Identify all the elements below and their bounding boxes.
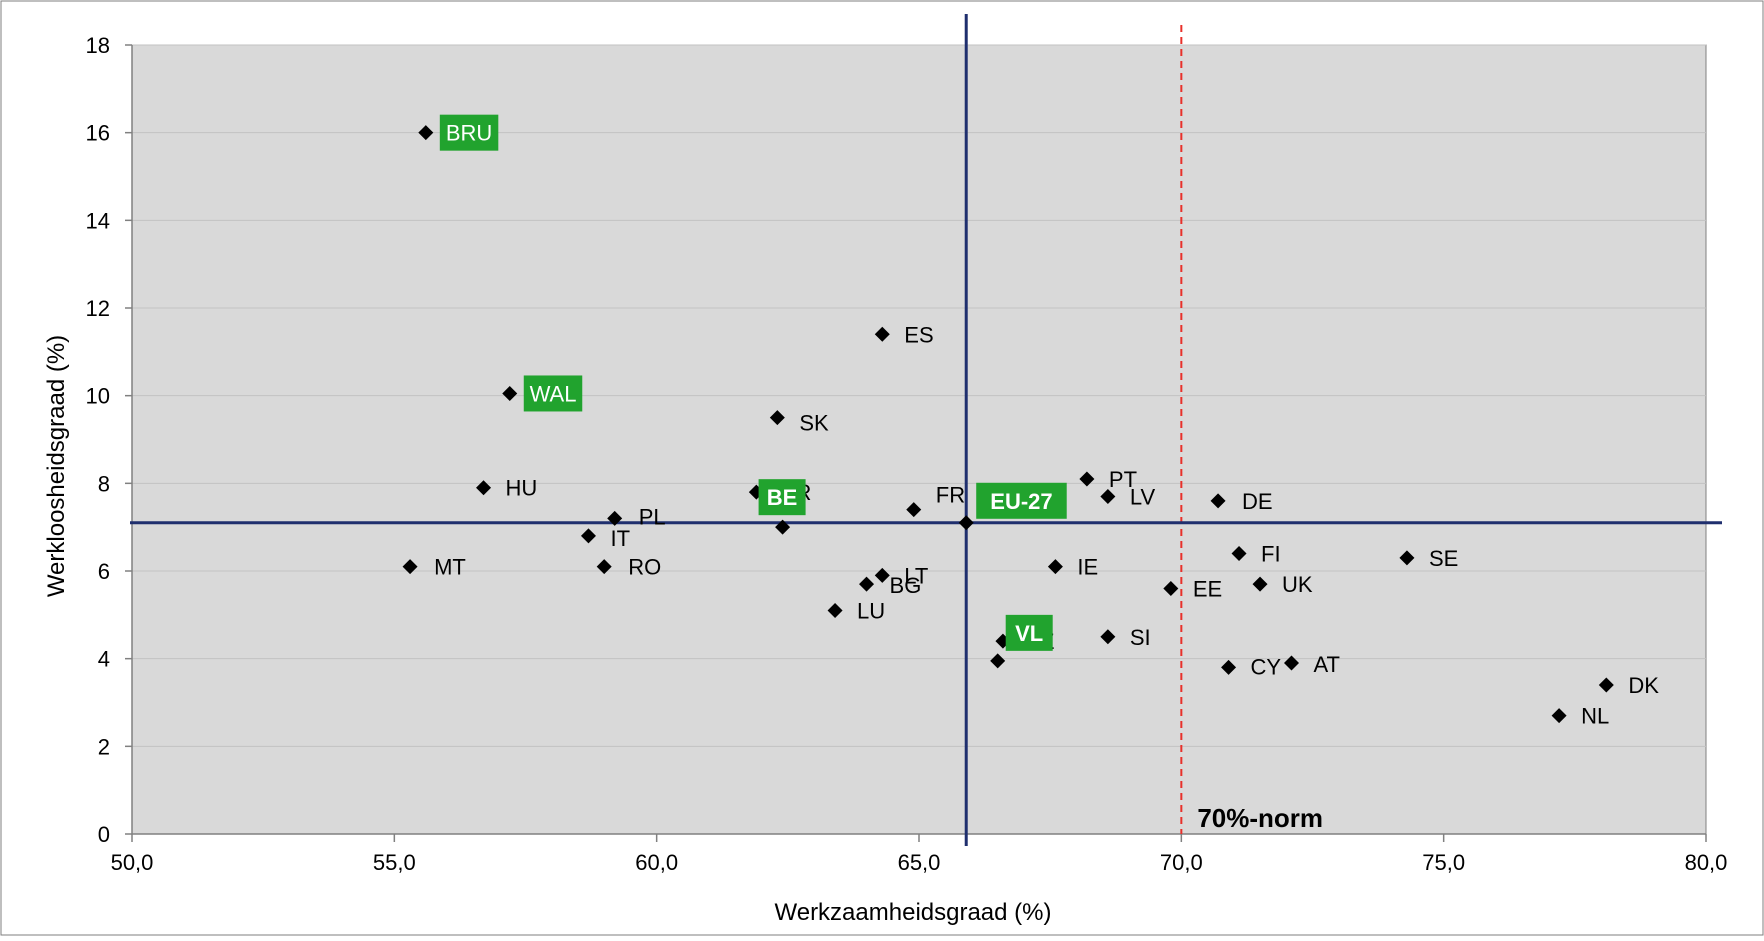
data-point [775, 519, 791, 535]
data-label: PL [639, 504, 666, 529]
data-label: EU-27 [990, 489, 1052, 514]
x-tick-label: 60,0 [635, 850, 678, 875]
data-point [1284, 655, 1300, 671]
data-label: PT [1109, 467, 1137, 492]
data-label: EE [1193, 577, 1222, 602]
data-point [874, 567, 890, 583]
highlight-box [523, 375, 583, 412]
data-label: SK [799, 411, 829, 436]
data-label: FR [936, 483, 965, 508]
data-point [1399, 550, 1415, 566]
data-label: SI [1130, 625, 1151, 650]
data-point [1252, 576, 1268, 592]
x-tick-label: 70,0 [1160, 850, 1203, 875]
y-tick-label: 4 [98, 647, 110, 672]
y-tick-label: 6 [98, 559, 110, 584]
data-label: BE [767, 485, 798, 510]
x-axis-title: Werkzaamheidsgraad (%) [775, 899, 1052, 926]
data-label: DK [1628, 673, 1659, 698]
data-label: CY [1251, 654, 1282, 679]
highlight-box [439, 114, 499, 151]
data-point [1598, 677, 1614, 693]
tick-labels: 0 2 4 6 8 10 12 14 16 18 50,0 55,0 60,0 65,0 70,0 75,0 8… [86, 33, 1728, 875]
norm-label: 70%-norm [1197, 803, 1323, 833]
data-point [906, 502, 922, 518]
data-point [1047, 559, 1063, 575]
y-tick-label: 2 [98, 734, 110, 759]
plot-area [131, 44, 1707, 835]
x-tick-label: 80,0 [1685, 850, 1728, 875]
data-points: BRUWALESSKHUPLITMTROGRBEFREU-27LTBGLUPTL… [402, 114, 1659, 729]
data-point [596, 559, 612, 575]
data-label: IE [1077, 555, 1098, 580]
data-point [769, 410, 785, 426]
y-tick-label: 18 [86, 33, 110, 58]
data-label: WAL [530, 381, 577, 406]
data-point [1163, 581, 1179, 597]
y-tick-label: 14 [86, 208, 110, 233]
y-tick-label: 10 [86, 384, 110, 409]
data-label: HU [506, 476, 538, 501]
y-axis-title: Werkloosheidsgraad (%) [43, 335, 70, 597]
data-label: NL [1581, 704, 1609, 729]
highlight-box [1005, 614, 1053, 651]
data-label: UK [1282, 572, 1313, 597]
y-tick-label: 16 [86, 121, 110, 146]
data-point [580, 528, 596, 544]
y-tick-label: 0 [98, 822, 110, 847]
highlight-box [976, 482, 1067, 519]
data-label: IT [610, 526, 630, 551]
x-tick-label: 65,0 [898, 850, 941, 875]
data-point [1210, 493, 1226, 509]
data-point [1079, 471, 1095, 487]
data-point [418, 125, 434, 141]
data-point [1100, 488, 1116, 504]
y-tick-label: 8 [98, 471, 110, 496]
data-point [958, 515, 974, 531]
data-label: VL [1015, 621, 1043, 646]
highlight-box [758, 479, 806, 516]
y-tick-label: 12 [86, 296, 110, 321]
data-label: SE [1429, 546, 1458, 571]
data-point [859, 576, 875, 592]
reference-lines: 70%-norm [130, 14, 1722, 846]
data-label: LT [904, 563, 928, 588]
data-label: FI [1261, 541, 1281, 566]
data-point [402, 559, 418, 575]
x-tick-label: 50,0 [111, 850, 154, 875]
data-label: BRU [446, 121, 492, 146]
data-label: MT [434, 555, 466, 580]
data-point [476, 480, 492, 496]
data-point [1221, 659, 1237, 675]
data-point [990, 653, 1006, 669]
data-label: LV [1130, 484, 1156, 509]
data-label: RO [628, 555, 661, 580]
data-point [1551, 708, 1567, 724]
x-tick-label: 75,0 [1422, 850, 1465, 875]
data-point [1231, 545, 1247, 561]
data-label: ES [904, 322, 933, 347]
data-point [1100, 629, 1116, 645]
data-label: LU [857, 598, 885, 623]
data-point [607, 510, 623, 526]
x-tick-label: 55,0 [373, 850, 416, 875]
data-point [874, 326, 890, 342]
gridlines [132, 44, 1706, 747]
data-point [502, 385, 518, 401]
data-label: DE [1242, 489, 1273, 514]
data-label: AT [1314, 652, 1340, 677]
data-point [827, 602, 843, 618]
data-label: BG [890, 573, 922, 598]
